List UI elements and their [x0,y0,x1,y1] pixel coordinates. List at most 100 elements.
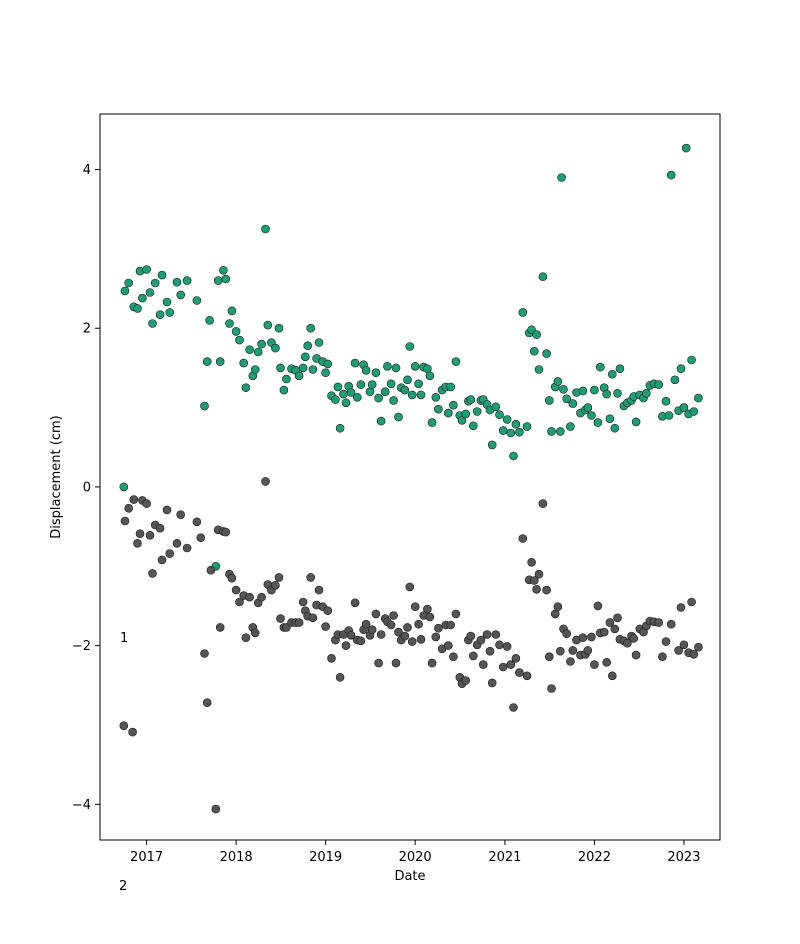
data-point [687,355,696,365]
data-point [308,365,318,374]
data-point [389,611,398,620]
data-point [547,684,556,693]
data-point [323,606,333,616]
annotation-1: 1 [120,631,129,646]
data-point [502,642,512,651]
data-point [674,646,683,655]
data-point [380,387,390,397]
data-point [241,383,251,393]
y-tick-label: 0 [83,480,91,495]
data-point [361,365,371,375]
data-point [261,477,270,486]
data-point [261,224,270,234]
data-point [192,517,202,527]
data-point [466,631,476,641]
plot-area [99,113,721,841]
data-point [610,624,620,634]
data-point [298,597,308,607]
data-point [142,265,151,274]
data-point [687,597,696,607]
data-point [491,630,501,639]
data-point [607,369,617,379]
data-point [129,495,139,504]
data-point [578,633,588,643]
data-point [679,640,689,650]
series-2 [119,477,703,814]
y-tick-label: 4 [83,163,91,178]
data-point [476,635,486,645]
data-point [274,323,284,333]
data-point [221,527,231,537]
data-point [410,361,420,371]
data-point [374,393,383,403]
x-tick-label: 2017 [130,850,163,865]
data-point [498,426,508,435]
data-point [446,620,456,630]
data-point [202,698,212,708]
data-point [547,427,556,436]
data-point [515,427,524,437]
data-point [276,614,285,623]
data-point [148,569,157,578]
data-point [595,362,605,372]
data-point [631,650,641,660]
y-axis-label: Displacement (cm) [49,415,64,538]
points-layer [119,143,703,814]
data-point [215,357,225,366]
data-point [661,637,671,646]
data-point [555,427,565,436]
data-point [356,380,366,389]
data-point [434,404,443,414]
data-point [119,482,129,492]
data-point [511,419,521,429]
data-point [689,407,699,416]
y-axis: −4 −2 0 2 4 [72,163,100,813]
data-point [263,320,273,330]
data-point [509,451,518,461]
data-point [155,523,165,533]
data-point [425,371,435,381]
data-point [658,652,667,662]
data-point [235,335,244,345]
data-point [323,359,333,369]
data-point [506,428,516,438]
data-point [451,357,461,366]
data-point [394,412,403,422]
data-point [250,365,260,374]
data-point [587,411,596,420]
data-point [219,265,228,275]
data-point [487,440,497,450]
data-point [386,379,396,389]
data-point [482,630,492,639]
data-point [451,609,461,619]
x-tick-label: 2021 [488,850,521,865]
data-point [250,628,260,638]
data-point [215,623,225,632]
data-point [162,297,172,307]
data-point [562,629,572,639]
data-point [308,613,318,623]
data-point [478,660,488,669]
data-point [133,538,142,548]
data-point [367,380,377,389]
data-point [205,315,214,325]
data-point [331,395,340,404]
data-point [472,407,482,416]
data-point [176,510,185,520]
data-point [654,618,664,627]
data-point [294,618,304,627]
data-point [566,422,575,431]
data-point [416,390,426,400]
data-point [306,323,316,333]
data-point [371,368,381,378]
x-tick-label: 2018 [220,850,253,865]
data-point [446,382,456,392]
data-point [172,538,182,548]
data-point [271,343,280,353]
data-point [509,703,518,712]
data-point [425,612,435,622]
data-point [245,345,254,355]
data-point [182,276,192,285]
x-tick-label: 2019 [309,850,342,865]
